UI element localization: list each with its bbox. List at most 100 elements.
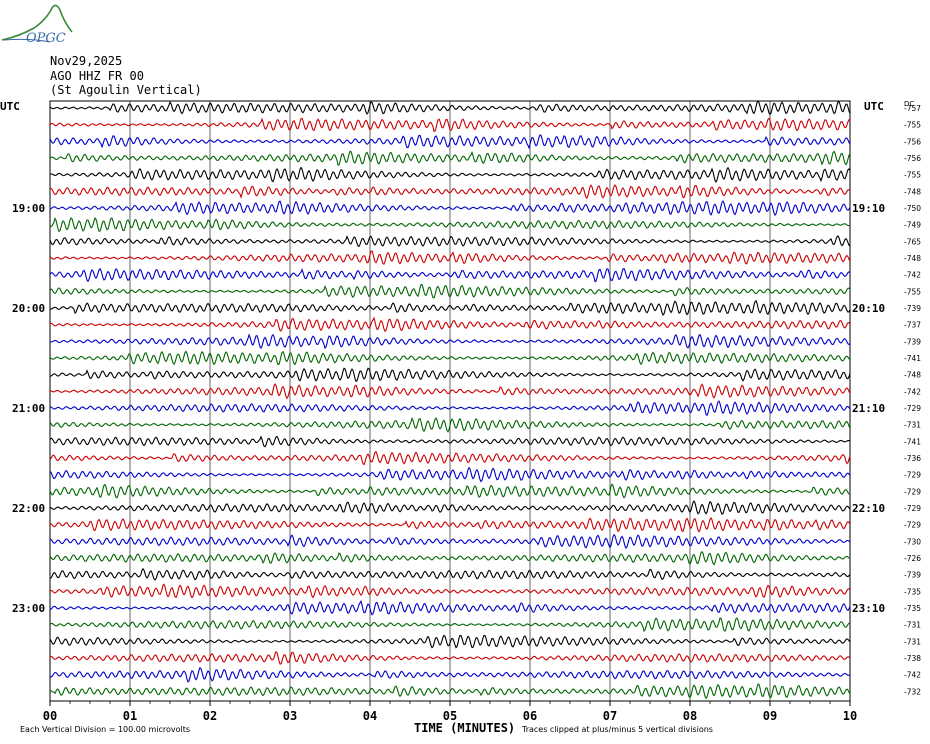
left-hour-label: 21:00 [12, 402, 45, 415]
dc-offset-label: -741 [904, 354, 921, 363]
left-hour-label: 20:00 [12, 302, 45, 315]
dc-offset-label: -748 [904, 371, 921, 380]
x-tick-label: 09 [763, 709, 777, 723]
x-tick-label: 05 [443, 709, 457, 723]
dc-offset-label: -738 [904, 654, 921, 663]
channel-label: AGO HHZ FR 00 [50, 68, 144, 83]
dc-offset-label: -756 [904, 154, 921, 163]
left-hour-label: 19:00 [12, 202, 45, 215]
right-hour-label: 19:10 [852, 202, 885, 215]
dc-offset-label: -729 [904, 504, 921, 513]
x-tick-label: 03 [283, 709, 297, 723]
seismic-trace [49, 500, 851, 515]
seismic-trace [49, 299, 851, 316]
seismic-trace [49, 166, 851, 183]
dc-offset-label: -756 [904, 137, 921, 146]
dc-offset-label: -729 [904, 521, 921, 530]
clipping-note: Traces clipped at plus/minus 5 vertical … [522, 725, 713, 734]
date-label: Nov29,2025 [50, 54, 123, 68]
dc-offset-labels: -757 -755 -756 -756 -755 -748 -750 -749 -765 -748… [904, 104, 921, 696]
right-hour-label: 22:10 [852, 502, 885, 515]
dc-offset-label: -748 [904, 254, 921, 263]
seismic-trace [49, 400, 851, 417]
right-axis-label: UTC [864, 100, 884, 113]
opgc-logo: OPGC [1, 4, 73, 46]
dc-offset-label: -732 [904, 687, 921, 696]
dc-offset-label: -730 [904, 537, 921, 546]
x-tick-label: 01 [123, 709, 137, 723]
seismic-trace [49, 683, 851, 700]
seismic-trace [49, 450, 851, 466]
dc-offset-label: -729 [904, 471, 921, 480]
seismic-trace [49, 382, 851, 400]
vertical-division-note: Each Vertical Division = 100.00 microvol… [20, 725, 191, 734]
dc-offset-label: -729 [904, 404, 921, 413]
dc-offset-label: -739 [904, 571, 921, 580]
seismic-trace [49, 117, 851, 132]
header: Nov29,2025 AGO HHZ FR 00 (St Agoulin Ver… [50, 54, 202, 98]
left-axis-label: UTC [0, 100, 20, 113]
grid [49, 100, 851, 706]
dc-offset-label: -729 [904, 487, 921, 496]
seismic-trace [49, 367, 851, 382]
station-label: (St Agoulin Vertical) [50, 83, 202, 97]
dc-offset-label: -741 [904, 437, 921, 446]
dc-offset-label: -736 [904, 454, 921, 463]
logo-text: OPGC [26, 31, 66, 46]
dc-offset-label: -731 [904, 637, 921, 646]
right-hour-label: 21:10 [852, 402, 885, 415]
seismic-trace [49, 466, 851, 483]
seismic-trace [49, 216, 851, 233]
seismic-trace [49, 235, 851, 248]
seismic-trace [49, 283, 851, 299]
x-tick-label: 04 [363, 709, 377, 723]
dc-offset-label: -749 [904, 221, 921, 230]
dc-offset-label: -765 [904, 237, 921, 246]
dc-offset-label: -755 [904, 121, 921, 130]
seismic-trace [49, 333, 851, 350]
seismic-trace [49, 350, 851, 366]
dc-offset-label: -755 [904, 287, 921, 296]
x-tick-label: 08 [683, 709, 697, 723]
seismic-trace [49, 200, 851, 217]
dc-offset-label: -750 [904, 204, 921, 213]
x-tick-label: 00 [43, 709, 57, 723]
right-hour-label: 23:10 [852, 602, 885, 615]
seismic-trace [49, 250, 851, 265]
seismic-trace [49, 517, 851, 533]
left-hour-labels: 19:00 20:00 21:00 22:00 23:00 [12, 202, 45, 615]
dc-offset-label: -731 [904, 421, 921, 430]
seismic-trace [49, 100, 851, 116]
dc-offset-label: -748 [904, 187, 921, 196]
seismic-trace [49, 617, 851, 633]
seismic-trace [49, 567, 851, 581]
dc-offset-label: -737 [904, 321, 921, 330]
seismic-trace [49, 666, 851, 683]
x-tick-label: 02 [203, 709, 217, 723]
seismic-trace [49, 435, 851, 448]
x-tick-label: 10 [843, 709, 857, 723]
left-hour-label: 23:00 [12, 602, 45, 615]
dc-offset-label: -755 [904, 171, 921, 180]
seismic-trace [49, 134, 851, 150]
dc-offset-label: -735 [904, 587, 921, 596]
dc-offset-label: -731 [904, 621, 921, 630]
dc-offset-label: -726 [904, 554, 921, 563]
dc-label: DC [904, 100, 914, 108]
seismic-trace [49, 150, 851, 166]
seismic-trace [49, 550, 851, 566]
seismic-trace [49, 599, 851, 616]
seismic-trace [49, 417, 851, 433]
seismic-trace [49, 583, 851, 599]
x-tick-label: 07 [603, 709, 617, 723]
seismic-trace [49, 316, 851, 333]
left-hour-label: 22:00 [12, 502, 45, 515]
dc-offset-label: -757 [904, 104, 921, 113]
traces [49, 100, 851, 700]
dc-offset-label: -742 [904, 271, 921, 280]
seismic-trace [49, 634, 851, 649]
seismic-trace [49, 267, 851, 283]
dc-offset-label: -735 [904, 604, 921, 613]
x-tick-label: 06 [523, 709, 537, 723]
